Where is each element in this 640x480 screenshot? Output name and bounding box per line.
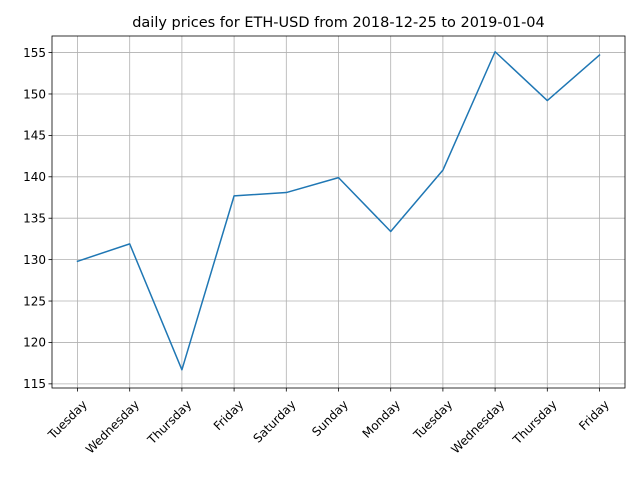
chart-title: daily prices for ETH-USD from 2018-12-25…: [132, 15, 545, 31]
y-axis: 115 120 125 130 135 140 145 150 155: [23, 46, 52, 391]
y-tick-label: 115: [23, 377, 46, 391]
y-tick-label: 145: [23, 129, 46, 143]
grid-lines: [52, 36, 625, 388]
price-line: [76, 50, 601, 371]
series-group: [76, 50, 601, 371]
y-tick-label: 150: [23, 87, 46, 101]
y-tick-label: 125: [23, 294, 46, 308]
y-tick-label: 155: [23, 46, 46, 60]
y-tick-label: 140: [23, 170, 46, 184]
y-tick-label: 135: [23, 212, 46, 226]
y-tick-label: 120: [23, 336, 46, 350]
y-tick-label: 130: [23, 253, 46, 267]
